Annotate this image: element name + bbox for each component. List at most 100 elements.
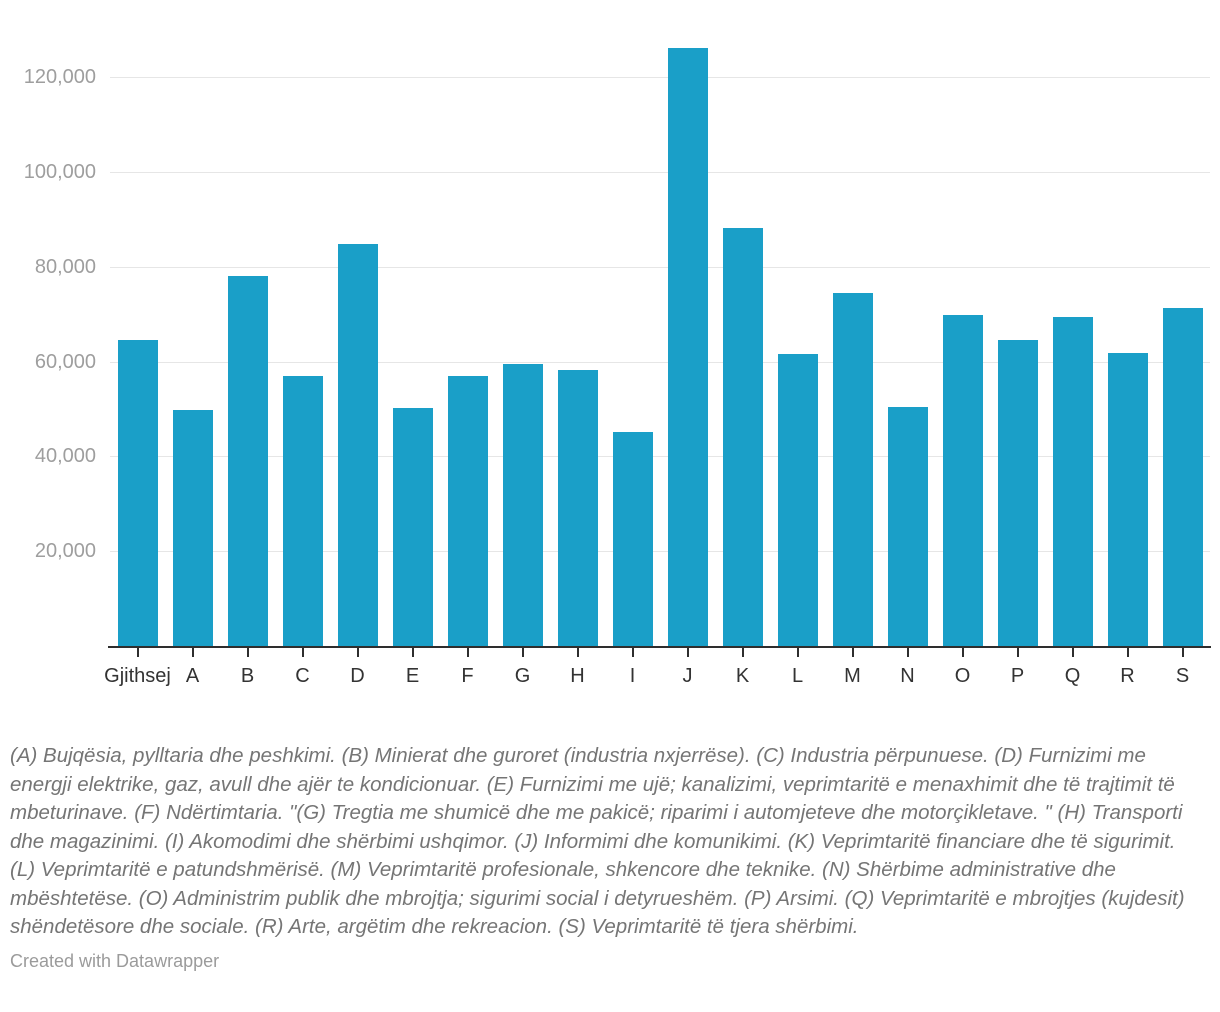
y-axis-label-20000: 20,000	[34, 540, 96, 563]
bar-A[interactable]	[172, 410, 213, 646]
bar-B[interactable]	[227, 276, 268, 646]
bar-slot-L	[770, 30, 825, 646]
bars-row	[110, 30, 1210, 646]
x-axis-label-G: G	[514, 665, 531, 687]
x-axis-label-E: E	[405, 665, 420, 687]
bar-L[interactable]	[777, 354, 818, 646]
x-axis-label-H: H	[570, 665, 585, 687]
x-axis-label-A: A	[185, 665, 200, 687]
tick-slot-O	[935, 648, 990, 657]
bar-slot-K	[715, 30, 770, 646]
x-tick-B	[246, 648, 249, 657]
x-axis-label-C: C	[295, 665, 310, 687]
bar-H[interactable]	[557, 370, 598, 646]
tick-slot-N	[880, 648, 935, 657]
datawrapper-credit[interactable]: Created with Datawrapper	[10, 950, 220, 971]
x-axis-line	[108, 646, 1211, 648]
x-axis-ticks	[110, 648, 1210, 657]
bar-Gjithsej[interactable]	[117, 340, 158, 646]
bar-Q[interactable]	[1052, 317, 1093, 646]
bar-slot-M	[825, 30, 880, 646]
tick-slot-S	[1155, 648, 1210, 657]
x-tick-Q	[1071, 648, 1074, 657]
x-axis-label-J: J	[682, 665, 693, 687]
bar-M[interactable]	[832, 293, 873, 646]
x-axis-label-Q: Q	[1064, 665, 1081, 687]
y-axis-label-40000: 40,000	[34, 445, 96, 468]
x-tick-H	[576, 648, 579, 657]
x-tick-A	[191, 648, 194, 657]
bar-F[interactable]	[447, 376, 488, 646]
bar-slot-H	[550, 30, 605, 646]
y-axis-label-80000: 80,000	[34, 255, 96, 278]
x-tick-R	[1126, 648, 1129, 657]
gridline-20000	[110, 551, 1210, 553]
tick-slot-L	[770, 648, 825, 657]
tick-slot-P	[990, 648, 1045, 657]
tick-slot-E	[385, 648, 440, 657]
x-axis-label-Gjithsej: Gjithsej	[104, 665, 171, 687]
bar-N[interactable]	[887, 407, 928, 646]
bar-K[interactable]	[722, 228, 763, 646]
x-tick-Gjithsej	[136, 648, 139, 657]
bar-chart: 20,000 40,000 60,000 80,000 100,000 120,000 G…	[23, 30, 1211, 688]
bar-slot-J	[660, 30, 715, 646]
x-tick-E	[411, 648, 414, 657]
bar-G[interactable]	[502, 364, 543, 646]
tick-slot-I	[605, 648, 660, 657]
x-axis-labels: Gjithsej A B C D E F G H I J K L M N O P Q R S	[104, 665, 1210, 688]
bar-slot-Gjithsej	[110, 30, 165, 646]
x-axis-label-D: D	[350, 665, 365, 687]
tick-slot-C	[275, 648, 330, 657]
tick-slot-D	[330, 648, 385, 657]
bar-S[interactable]	[1162, 308, 1203, 646]
bar-P[interactable]	[997, 340, 1038, 646]
x-tick-S	[1181, 648, 1184, 657]
x-tick-I	[631, 648, 634, 657]
gridline-120000	[110, 77, 1210, 79]
bar-R[interactable]	[1107, 353, 1148, 646]
tick-slot-Q	[1045, 648, 1100, 657]
tick-slot-K	[715, 648, 770, 657]
y-axis-label-120000: 120,000	[23, 66, 96, 89]
bar-slot-N	[880, 30, 935, 646]
x-axis-label-K: K	[735, 665, 750, 687]
y-axis-label-100000: 100,000	[23, 161, 96, 184]
bar-E[interactable]	[392, 408, 433, 646]
bar-slot-O	[935, 30, 990, 646]
x-axis-label-M: M	[844, 665, 861, 687]
tick-slot-F	[440, 648, 495, 657]
bar-J[interactable]	[667, 48, 708, 646]
bar-D[interactable]	[337, 244, 378, 646]
bar-C[interactable]	[282, 376, 323, 646]
x-axis-label-P: P	[1010, 665, 1025, 687]
bar-slot-D	[330, 30, 385, 646]
tick-slot-M	[825, 648, 880, 657]
x-tick-G	[521, 648, 524, 657]
bar-slot-A	[165, 30, 220, 646]
y-axis-label-60000: 60,000	[34, 350, 96, 373]
tick-slot-G	[495, 648, 550, 657]
bar-I[interactable]	[612, 432, 653, 646]
bar-slot-F	[440, 30, 495, 646]
x-tick-L	[796, 648, 799, 657]
x-axis-label-R: R	[1120, 665, 1135, 687]
bar-slot-I	[605, 30, 660, 646]
tick-slot-J	[660, 648, 715, 657]
x-axis-label-N: N	[900, 665, 915, 687]
bar-slot-S	[1155, 30, 1210, 646]
bar-slot-Q	[1045, 30, 1100, 646]
gridline-100000	[110, 172, 1210, 174]
x-tick-N	[906, 648, 909, 657]
tick-slot-Gjithsej	[110, 648, 165, 657]
x-tick-P	[1016, 648, 1019, 657]
x-axis-label-B: B	[240, 665, 255, 687]
bar-slot-P	[990, 30, 1045, 646]
gridline-60000	[110, 361, 1210, 363]
tick-slot-R	[1100, 648, 1155, 657]
bar-slot-G	[495, 30, 550, 646]
x-tick-M	[851, 648, 854, 657]
bar-O[interactable]	[942, 315, 983, 646]
tick-slot-H	[550, 648, 605, 657]
x-tick-D	[356, 648, 359, 657]
